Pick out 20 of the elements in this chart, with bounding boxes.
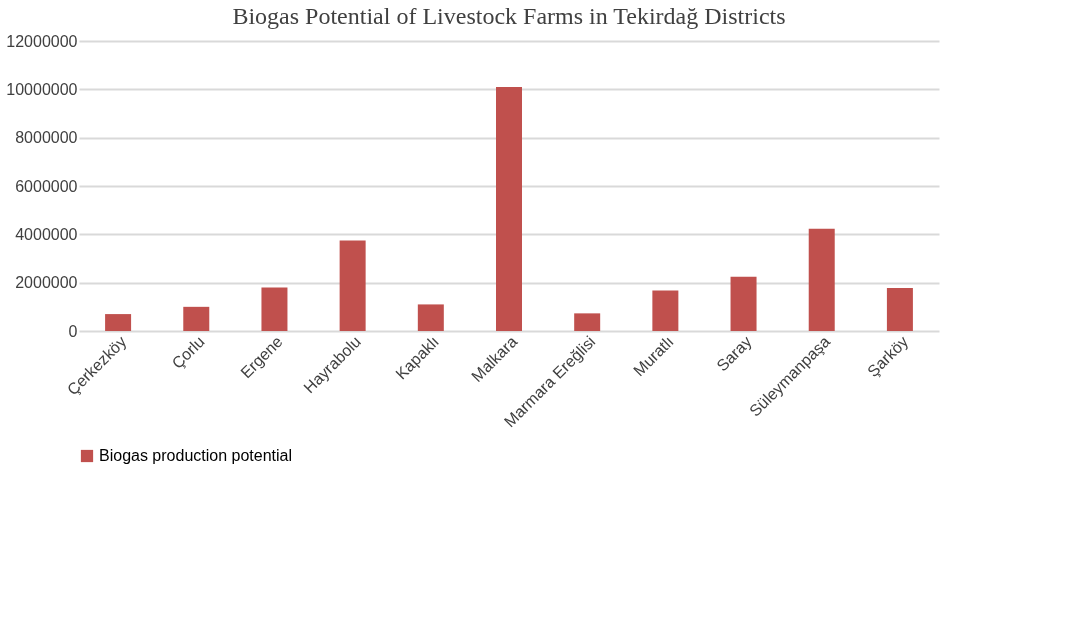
y-tick-label: 8000000	[15, 129, 78, 147]
bar	[183, 306, 210, 331]
bar	[105, 314, 132, 331]
bar	[808, 228, 835, 331]
y-tick-label: 4000000	[15, 225, 78, 243]
bar	[574, 313, 601, 331]
chart-title: Biogas Potential of Livestock Farms in Tekirdağ Districts	[232, 3, 786, 29]
y-tick-label: 6000000	[15, 177, 78, 195]
bar	[496, 86, 522, 331]
bar	[417, 304, 444, 331]
bar	[730, 276, 757, 331]
bar	[339, 240, 366, 331]
bar	[652, 290, 679, 331]
y-tick-label: 12000000	[6, 32, 78, 50]
legend-label: Biogas production potential	[99, 447, 293, 464]
bar	[261, 287, 288, 331]
y-tick-label: 10000000	[6, 80, 78, 98]
bar	[886, 287, 913, 331]
y-tick-label: 2000000	[15, 274, 78, 292]
y-tick-label: 0	[68, 322, 78, 340]
